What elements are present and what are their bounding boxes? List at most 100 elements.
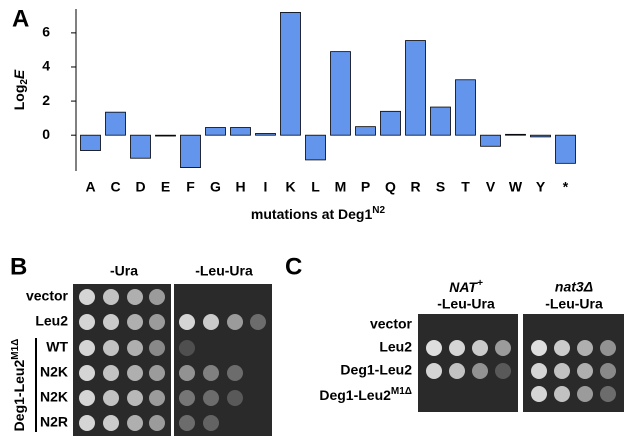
- colony-spot: [600, 363, 616, 379]
- x-tick-label: D: [135, 179, 145, 195]
- colony-spot: [79, 365, 95, 381]
- x-tick-label: I: [264, 179, 268, 195]
- colony-spot: [531, 340, 547, 356]
- bar: [330, 51, 351, 136]
- colony-spot: [472, 363, 488, 379]
- column-header: nat3Δ: [555, 279, 593, 295]
- bar: [430, 106, 451, 136]
- colony-spot: [203, 415, 219, 431]
- x-tick-label: L: [311, 179, 320, 195]
- colony-spot: [426, 340, 442, 356]
- x-tick-label: T: [461, 179, 470, 195]
- colony-spot: [103, 415, 119, 431]
- bar: [105, 111, 126, 136]
- colony-spot: [203, 365, 219, 381]
- colony-spot: [103, 340, 119, 356]
- plate-image: [174, 284, 272, 436]
- x-tick-label: E: [161, 179, 170, 195]
- colony-spot: [227, 390, 243, 406]
- row-label: vector: [26, 288, 69, 304]
- x-tick-label: K: [285, 179, 295, 195]
- column-header: -Leu-Ura: [437, 296, 495, 312]
- row-label: Deg1-Leu2M1Δ: [319, 386, 412, 403]
- y-axis-label: Log2E: [11, 69, 30, 110]
- column-header: -Ura: [110, 263, 138, 279]
- y-tick-label: 2: [42, 92, 50, 108]
- colony-spot: [577, 363, 593, 379]
- colony-spot: [577, 386, 593, 402]
- row-label: N2K: [40, 389, 68, 405]
- bar: [480, 134, 501, 147]
- y-label-italic: E: [11, 69, 27, 79]
- colony-spot: [203, 390, 219, 406]
- colony-spot: [149, 340, 165, 356]
- x-tick-label: C: [110, 179, 120, 195]
- column-header: NAT+: [449, 278, 483, 295]
- x-tick-label: H: [235, 179, 245, 195]
- colony-spot: [600, 340, 616, 356]
- colony-spot: [103, 365, 119, 381]
- colony-spot: [103, 314, 119, 330]
- group-label: Deg1-Leu2M1Δ: [10, 339, 27, 432]
- bar: [305, 134, 326, 161]
- row-label: vector: [370, 316, 413, 332]
- colony-spot: [449, 363, 465, 379]
- row-text: Deg1-Leu2: [319, 387, 391, 403]
- x-tick-label: R: [410, 179, 420, 195]
- colony-spot: [149, 314, 165, 330]
- x-tick-label: Q: [385, 179, 396, 195]
- row-sup: M1Δ: [391, 386, 412, 397]
- group-text: Deg1-Leu2: [11, 360, 27, 432]
- y-tick-label: 6: [42, 24, 50, 40]
- y-label-text: Log: [11, 85, 27, 111]
- colony-spot: [554, 386, 570, 402]
- x-tick-label: Y: [536, 179, 546, 195]
- colony-spot: [127, 314, 143, 330]
- panel-label: A: [12, 5, 29, 32]
- colony-spot: [179, 390, 195, 406]
- row-label: Deg1-Leu2: [340, 362, 412, 378]
- x-label-text: mutations at Deg1: [251, 206, 373, 222]
- colony-spot: [149, 415, 165, 431]
- colony-spot: [179, 314, 195, 330]
- group-sup: M1Δ: [10, 339, 21, 360]
- colony-spot: [554, 363, 570, 379]
- bar: [80, 134, 101, 151]
- bar: [155, 134, 176, 137]
- colony-spot: [250, 314, 266, 330]
- bar: [380, 110, 401, 136]
- colony-spot: [531, 363, 547, 379]
- colony-spot: [149, 365, 165, 381]
- colony-spot: [179, 365, 195, 381]
- bar: [230, 127, 251, 136]
- bar: [205, 127, 226, 136]
- colony-spot: [149, 390, 165, 406]
- colony-spot: [531, 386, 547, 402]
- row-label: N2K: [40, 364, 68, 380]
- x-tick-label: V: [486, 179, 496, 195]
- bar: [355, 126, 376, 136]
- colony-spot: [495, 340, 511, 356]
- plate-image: [73, 284, 171, 436]
- colony-spot: [79, 314, 95, 330]
- colony-spot: [79, 415, 95, 431]
- bar: [255, 133, 276, 136]
- row-label: Leu2: [379, 339, 412, 355]
- bar: [180, 134, 201, 168]
- colony-spot: [149, 289, 165, 305]
- colony-spot: [79, 340, 95, 356]
- bar: [455, 79, 476, 136]
- colony-spot: [127, 390, 143, 406]
- colony-spot: [103, 390, 119, 406]
- colony-spot: [79, 289, 95, 305]
- y-label-sub: 2: [19, 79, 30, 85]
- x-tick-label: M: [335, 179, 347, 195]
- bar: [280, 12, 301, 136]
- colony-spot: [600, 386, 616, 402]
- x-tick-label: *: [563, 179, 569, 195]
- colony-spot: [203, 314, 219, 330]
- colony-spot: [554, 340, 570, 356]
- colony-spot: [79, 390, 95, 406]
- colony-spot: [179, 415, 195, 431]
